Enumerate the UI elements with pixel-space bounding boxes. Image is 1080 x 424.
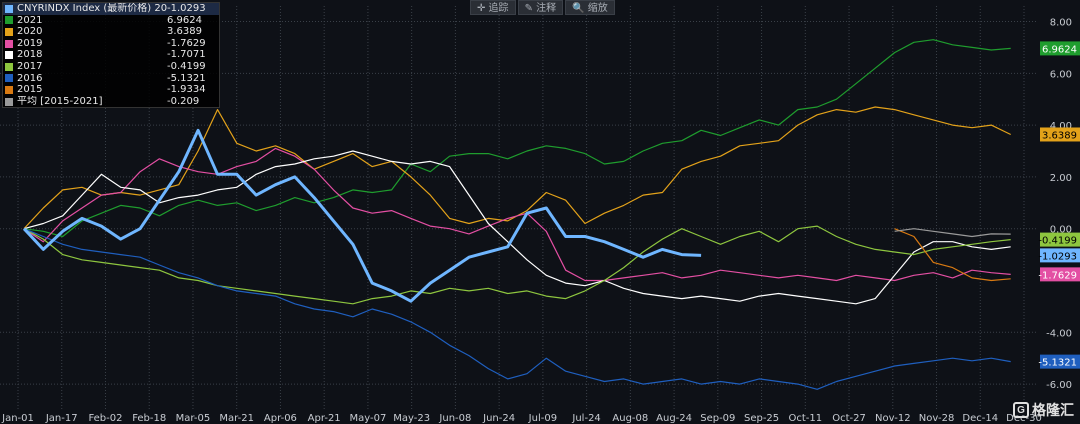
x-tick-label: Jul-24 xyxy=(571,413,600,424)
legend-name: 2015 xyxy=(17,84,43,96)
legend-name: 平均 [2015-2021] xyxy=(17,95,103,107)
x-tick-label: Jun-08 xyxy=(438,413,471,424)
watermark-logo: G 格隆汇 xyxy=(1013,400,1074,420)
x-tick-label: Feb-02 xyxy=(88,413,122,424)
x-tick-label: Feb-18 xyxy=(132,413,166,424)
end-label-box xyxy=(1040,267,1080,282)
x-tick-label: Dec-30 xyxy=(1006,413,1042,424)
legend-value: -1.9334 xyxy=(167,84,206,96)
end-value-label: 3.6389 xyxy=(1042,130,1077,141)
series-line xyxy=(23,150,1011,305)
legend-name: CNYRINDX Index (最新价格) 2022 xyxy=(17,3,167,14)
x-tick-label: Jun-24 xyxy=(482,413,515,424)
legend-entry: 2018 -1.7071 xyxy=(3,49,219,61)
legend-entry: 2015 -1.9334 xyxy=(3,84,219,96)
series-line xyxy=(22,128,702,303)
y-tick-label: -4.00 xyxy=(1046,328,1072,339)
legend-value: 3.6389 xyxy=(167,26,202,38)
x-tick-label: Mar-05 xyxy=(176,413,211,424)
legend-name: 2017 xyxy=(17,60,43,72)
series-line xyxy=(23,147,1011,282)
x-tick-label: May-23 xyxy=(393,413,430,424)
legend-swatch xyxy=(5,74,13,83)
legend-value: -1.0293 xyxy=(167,3,206,14)
zoom-button[interactable]: 🔍 缩放 xyxy=(565,0,615,15)
legend-entry: 2016 -5.1321 xyxy=(3,73,219,85)
x-tick-label: Oct-27 xyxy=(832,413,866,424)
track-button[interactable]: ✛ 追踪 xyxy=(470,0,516,15)
x-tick-label: Jan-17 xyxy=(45,413,78,424)
x-tick-label: Mar-21 xyxy=(219,413,254,424)
x-tick-label: Sep-25 xyxy=(744,413,779,424)
end-label-box xyxy=(1040,127,1080,142)
legend-entry: 2020 3.6389 xyxy=(3,26,219,38)
legend-swatch xyxy=(5,51,13,60)
series-line xyxy=(894,228,1011,238)
series-line xyxy=(23,39,1011,238)
x-tick-label: Apr-21 xyxy=(308,413,341,424)
y-tick-label: 4.00 xyxy=(1050,121,1072,132)
legend-swatch xyxy=(5,27,13,36)
legend-name: 2016 xyxy=(17,72,43,84)
y-tick-label: 0.00 xyxy=(1050,225,1072,236)
legend-entry: 2021 6.9624 xyxy=(3,15,219,27)
series-line xyxy=(23,228,1011,390)
x-tick-label: Sep-09 xyxy=(700,413,735,424)
legend-name: 2020 xyxy=(17,26,43,38)
x-tick-label: Nov-28 xyxy=(919,413,955,424)
legend-entry: 平均 [2015-2021] -0.209 xyxy=(3,96,219,108)
end-value-label: -0.4199 xyxy=(1038,236,1077,247)
x-tick-label: May-07 xyxy=(349,413,386,424)
end-value-label: -1.7629 xyxy=(1038,270,1077,281)
logo-mark-icon: G xyxy=(1013,402,1029,418)
legend-entry: CNYRINDX Index (最新价格) 2022 -1.0293 xyxy=(3,3,219,15)
legend-swatch xyxy=(5,62,13,71)
legend-value: -1.7071 xyxy=(167,49,206,61)
end-label-box xyxy=(1040,232,1080,247)
legend-value: -0.4199 xyxy=(167,60,206,72)
series-line xyxy=(23,225,1011,305)
annotate-button[interactable]: ✎ 注释 xyxy=(517,0,564,15)
legend-swatch xyxy=(5,97,13,106)
y-tick-label: 6.00 xyxy=(1050,69,1072,80)
legend-swatch xyxy=(5,16,13,25)
x-tick-label: Dec-14 xyxy=(962,413,998,424)
chart-legend: CNYRINDX Index (最新价格) 2022 -1.0293 2021 6.9… xyxy=(2,2,220,109)
y-tick-label: 2.00 xyxy=(1050,173,1072,184)
x-tick-label: Apr-06 xyxy=(264,413,297,424)
end-value-label: 6.9624 xyxy=(1042,44,1077,55)
logo-text: 格隆汇 xyxy=(1032,402,1074,418)
legend-value: 6.9624 xyxy=(167,14,202,26)
legend-name: 2019 xyxy=(17,37,43,49)
x-tick-label: Aug-24 xyxy=(656,413,692,424)
legend-entry: 2019 -1.7629 xyxy=(3,38,219,50)
legend-swatch xyxy=(5,85,13,94)
legend-swatch xyxy=(5,39,13,48)
end-label-box xyxy=(1040,248,1080,263)
legend-entry: 2017 -0.4199 xyxy=(3,61,219,73)
legend-swatch xyxy=(5,4,13,13)
legend-value: -5.1321 xyxy=(167,72,206,84)
chart-toolbar: ✛ 追踪 ✎ 注释 🔍 缩放 xyxy=(470,0,615,15)
end-value-label: -1.0293 xyxy=(1038,251,1077,262)
x-tick-label: Aug-08 xyxy=(612,413,648,424)
legend-value: -1.7629 xyxy=(167,37,206,49)
x-tick-label: Jan-01 xyxy=(1,413,34,424)
x-tick-label: Jul-09 xyxy=(528,413,557,424)
legend-name: 2021 xyxy=(17,14,43,26)
legend-value: -0.209 xyxy=(167,95,200,107)
end-value-label: -5.1321 xyxy=(1038,358,1077,369)
legend-name: 2018 xyxy=(17,49,43,61)
end-label-box xyxy=(1040,354,1080,369)
series-line xyxy=(894,228,1011,282)
x-tick-label: Oct-11 xyxy=(788,413,822,424)
x-tick-label: Nov-12 xyxy=(875,413,911,424)
y-tick-label: -6.00 xyxy=(1046,380,1072,391)
end-label-box xyxy=(1040,41,1080,56)
y-tick-label: 8.00 xyxy=(1050,18,1072,29)
